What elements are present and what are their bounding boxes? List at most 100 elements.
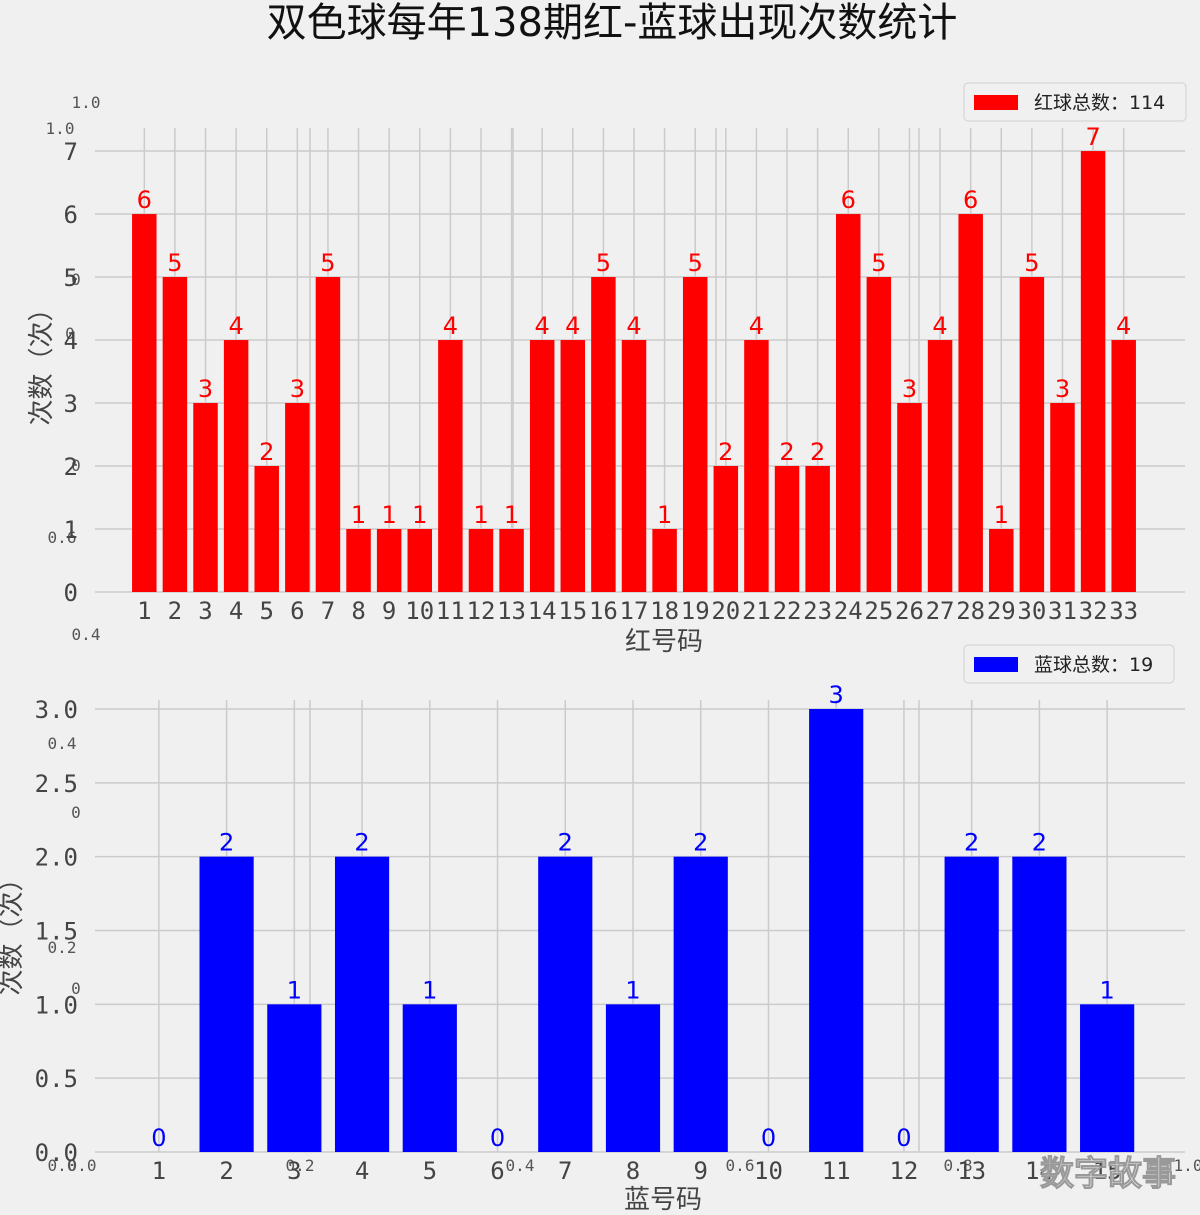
blue-legend-swatch	[974, 657, 1018, 672]
red-x-tick-label: 31	[1048, 597, 1077, 625]
red-x-tick-label: 15	[558, 597, 587, 625]
red-bar	[346, 529, 371, 592]
red-y-tick-label: 4	[64, 327, 78, 355]
blue-bar	[673, 856, 728, 1152]
red-x-tick-label: 18	[650, 597, 679, 625]
blue-value-label: 0	[490, 1124, 505, 1152]
red-x-tick-label: 28	[956, 597, 985, 625]
red-ball-chart: 1.01.00000.60.40123456761523344253657181…	[27, 82, 1187, 657]
red-x-tick-label: 7	[321, 597, 335, 625]
red-value-label: 1	[382, 501, 397, 529]
red-value-label: 7	[1085, 123, 1100, 151]
red-bar	[682, 277, 708, 592]
blue-x-tick-label: 5	[423, 1157, 437, 1185]
blue-x-axis-label: 蓝号码	[624, 1185, 702, 1215]
blue-legend-label: 蓝球总数：19	[1034, 654, 1153, 676]
watermark-text: 数字故事	[1040, 1154, 1176, 1194]
red-value-label: 2	[259, 438, 274, 466]
red-y-axis-label: 次数（次）	[27, 295, 57, 425]
red-bar	[805, 466, 830, 592]
red-x-tick-label: 23	[803, 597, 832, 625]
red-x-tick-label: 22	[773, 597, 802, 625]
red-bar	[591, 277, 616, 592]
blue-ghost-tick: 0	[71, 803, 81, 822]
blue-value-label: 0	[761, 1124, 776, 1152]
blue-x-tick-label: 6	[490, 1157, 504, 1185]
red-x-tick-label: 25	[864, 597, 893, 625]
red-x-tick-label: 14	[528, 597, 557, 625]
red-value-label: 5	[688, 249, 703, 277]
red-bar	[1050, 403, 1075, 592]
red-legend-frame	[963, 82, 1187, 122]
blue-y-tick-label: 0.5	[35, 1065, 78, 1093]
blue-ball-chart: 0.400.200.00.0 0.2 0.4 0.6 0.8 1.00.00.51.01.…	[0, 644, 1200, 1215]
blue-bar	[538, 856, 593, 1152]
blue-ghost-tick: 0.2	[286, 1156, 315, 1175]
red-y-tick-label: 2	[64, 453, 78, 481]
blue-value-label: 2	[1032, 829, 1047, 857]
blue-value-label: 0	[151, 1124, 166, 1152]
blue-ghost-tick: 0.0	[48, 1156, 77, 1175]
blue-x-tick-label: 3	[287, 1157, 301, 1185]
blue-y-tick-label: 0.0	[35, 1139, 78, 1167]
red-value-label: 6	[841, 186, 856, 214]
red-value-label: 3	[290, 375, 305, 403]
chart-title: 双色球每年138期红-蓝球出现次数统计	[267, 0, 958, 46]
red-bar	[468, 529, 494, 592]
red-x-tick-label: 10	[405, 597, 434, 625]
blue-x-tick-label: 4	[355, 1157, 369, 1185]
red-bar	[866, 277, 892, 592]
red-bar	[223, 340, 249, 592]
red-bar	[744, 340, 769, 592]
red-bar	[438, 340, 463, 592]
red-ghost-tick: 0	[71, 456, 81, 475]
red-bar	[407, 529, 432, 592]
red-x-tick-label: 26	[895, 597, 924, 625]
red-value-label: 4	[535, 312, 550, 340]
blue-x-tick-label: 10	[754, 1157, 783, 1185]
red-value-label: 3	[902, 375, 917, 403]
red-x-tick-label: 2	[168, 597, 182, 625]
blue-x-tick-label: 9	[694, 1157, 708, 1185]
red-bar	[162, 277, 188, 592]
blue-x-tick-label: 8	[626, 1157, 640, 1185]
red-bar	[713, 466, 739, 592]
blue-ghost-tick: 0.6	[726, 1156, 755, 1175]
blue-y-tick-label: 1.5	[35, 918, 78, 946]
red-value-label: 1	[412, 501, 427, 529]
red-value-label: 4	[1116, 312, 1131, 340]
blue-y-tick-label: 2.0	[35, 844, 78, 872]
blue-bar	[605, 1004, 661, 1152]
red-y-tick-label: 1	[64, 516, 78, 544]
blue-legend: 蓝球总数：19	[963, 644, 1175, 684]
blue-ghost-tick: 0.4	[48, 734, 77, 753]
red-x-tick-label: 27	[926, 597, 955, 625]
red-ghost-tick: 1.0	[72, 93, 101, 112]
blue-x-tick-label: 13	[957, 1157, 986, 1185]
red-value-label: 4	[565, 312, 580, 340]
red-value-label: 2	[810, 438, 825, 466]
red-ghost-tick: 1.0	[46, 119, 75, 138]
red-x-tick-label: 12	[467, 597, 496, 625]
blue-value-label: 2	[964, 829, 979, 857]
red-x-tick-label: 6	[290, 597, 304, 625]
red-value-label: 4	[932, 312, 947, 340]
blue-bar	[809, 709, 864, 1152]
red-value-label: 1	[657, 501, 672, 529]
red-value-label: 4	[443, 312, 458, 340]
red-bar	[499, 529, 524, 592]
red-x-tick-label: 21	[742, 597, 771, 625]
red-x-tick-label: 3	[198, 597, 212, 625]
blue-x-tick-label: 15	[1093, 1157, 1122, 1185]
red-x-tick-label: 33	[1109, 597, 1138, 625]
blue-value-label: 0	[896, 1124, 911, 1152]
red-x-tick-label: 24	[834, 597, 863, 625]
red-bar	[560, 340, 586, 592]
red-value-label: 1	[351, 501, 366, 529]
blue-bar	[944, 856, 999, 1152]
red-ghost-tick: 0.6	[48, 528, 77, 547]
red-bar	[621, 340, 647, 592]
blue-y-tick-label: 2.5	[35, 770, 78, 798]
blue-x-tick-label: 11	[822, 1157, 851, 1185]
blue-bar	[267, 1004, 322, 1152]
